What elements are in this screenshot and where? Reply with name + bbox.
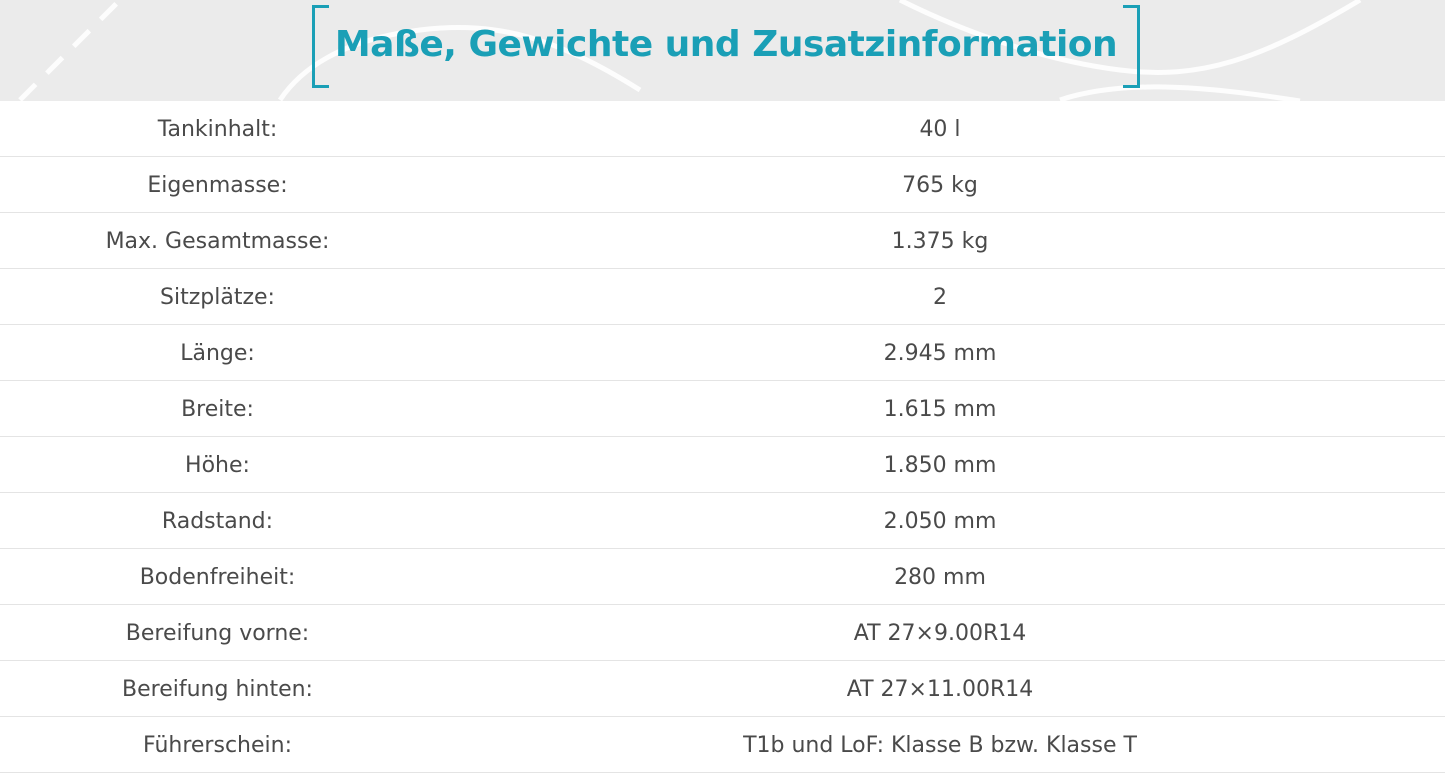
spec-value: 2.050 mm: [883, 509, 997, 534]
background-road-decoration: [18, 0, 1362, 101]
spec-label: Eigenmasse:: [147, 173, 288, 198]
table-row: Sitzplätze: 2: [0, 269, 1445, 325]
spec-value: T1b und LoF: Klasse B bzw. Klasse T: [743, 733, 1137, 758]
spec-label: Bodenfreiheit:: [139, 565, 296, 590]
spec-label: Führerschein:: [143, 733, 292, 758]
table-row: Führerschein: T1b und LoF: Klasse B bzw.…: [0, 717, 1445, 773]
table-row: Breite: 1.615 mm: [0, 381, 1445, 437]
table-row: Max. Gesamtmasse: 1.375 kg: [0, 213, 1445, 269]
spec-label: Bereifung vorne:: [125, 621, 310, 646]
title-bracket-right: [1123, 5, 1140, 88]
spec-value: 1.850 mm: [883, 453, 997, 478]
table-row: Radstand: 2.050 mm: [0, 493, 1445, 549]
section-header: Maße, Gewichte und Zusatzinformation: [0, 0, 1445, 101]
spec-value: 765 kg: [902, 173, 978, 198]
spec-value: 1.615 mm: [883, 397, 997, 422]
spec-label: Höhe:: [185, 453, 250, 478]
table-row: Bereifung hinten: AT 27×11.00R14: [0, 661, 1445, 717]
table-row: Bodenfreiheit: 280 mm: [0, 549, 1445, 605]
spec-value: 1.375 kg: [891, 229, 989, 254]
spec-value: 40 l: [919, 117, 961, 142]
spec-value: 280 mm: [894, 565, 986, 590]
table-row: Bereifung vorne: AT 27×9.00R14: [0, 605, 1445, 661]
spec-label: Radstand:: [161, 509, 274, 534]
specifications-table: Tankinhalt: 40 l Eigenmasse: 765 kg Max.…: [0, 101, 1445, 773]
spec-label: Breite:: [181, 397, 254, 422]
table-row: Tankinhalt: 40 l: [0, 101, 1445, 157]
spec-label: Tankinhalt:: [157, 117, 278, 142]
title-bracket-left: [312, 5, 329, 88]
spec-value: 2: [933, 285, 947, 310]
table-row: Höhe: 1.850 mm: [0, 437, 1445, 493]
section-title: Maße, Gewichte und Zusatzinformation: [334, 24, 1118, 65]
title-frame: Maße, Gewichte und Zusatzinformation: [312, 5, 1140, 88]
spec-label: Sitzplätze:: [160, 285, 275, 310]
spec-value: 2.945 mm: [883, 341, 997, 366]
spec-label: Bereifung hinten:: [122, 677, 313, 702]
table-row: Eigenmasse: 765 kg: [0, 157, 1445, 213]
table-row: Länge: 2.945 mm: [0, 325, 1445, 381]
spec-label: Länge:: [180, 341, 255, 366]
spec-label: Max. Gesamtmasse:: [105, 229, 330, 254]
spec-value: AT 27×11.00R14: [846, 677, 1034, 702]
spec-value: AT 27×9.00R14: [853, 621, 1027, 646]
